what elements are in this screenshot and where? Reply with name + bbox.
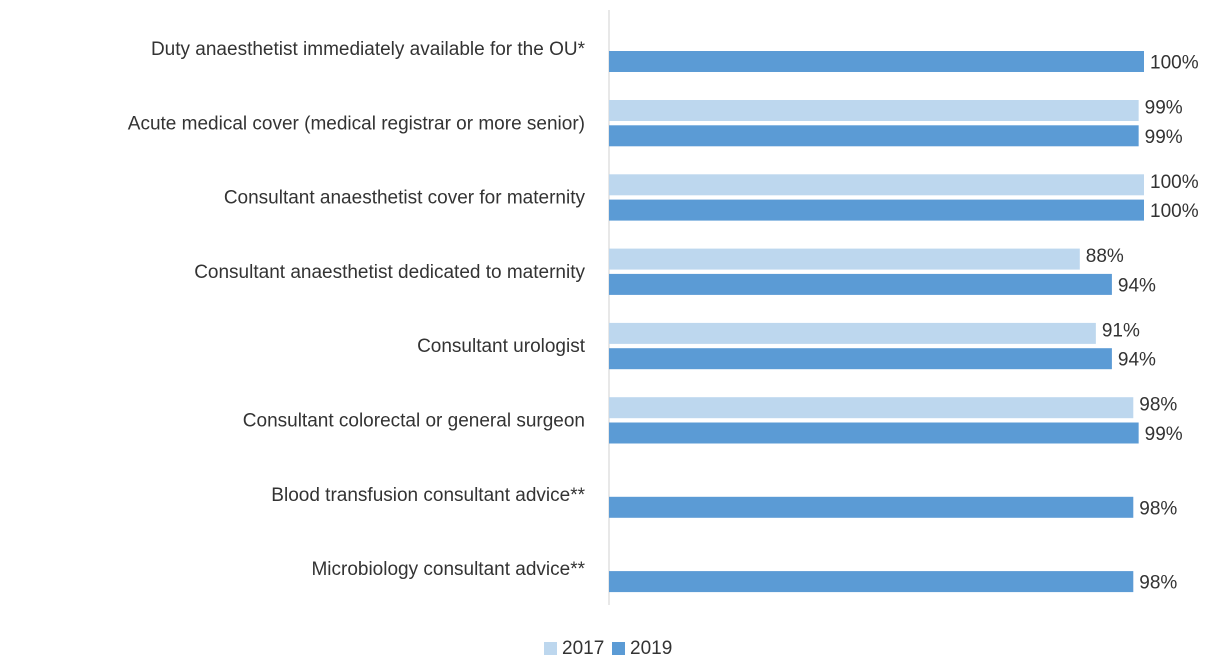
value-label: 100% xyxy=(1150,201,1199,222)
category-label: Consultant anaesthetist dedicated to mat… xyxy=(194,262,585,283)
value-label: 94% xyxy=(1118,350,1156,371)
value-label: 100% xyxy=(1150,172,1199,193)
legend-label: 2017 xyxy=(562,638,604,659)
value-label: 99% xyxy=(1145,424,1183,445)
bar xyxy=(609,397,1134,419)
category-label: Blood transfusion consultant advice** xyxy=(271,485,585,506)
bar xyxy=(609,273,1112,295)
category-label: Duty anaesthetist immediately available … xyxy=(151,39,586,60)
legend-swatch xyxy=(612,642,625,655)
bar xyxy=(609,199,1144,221)
value-label: 91% xyxy=(1102,320,1140,341)
bar xyxy=(609,174,1144,196)
category-label: Consultant anaesthetist cover for matern… xyxy=(224,188,586,209)
bar xyxy=(609,248,1080,270)
value-label: 99% xyxy=(1145,127,1183,148)
value-label: 88% xyxy=(1086,246,1124,267)
bar xyxy=(609,100,1139,121)
value-label: 98% xyxy=(1139,573,1177,594)
value-label: 98% xyxy=(1139,498,1177,519)
bar xyxy=(609,496,1134,518)
bar xyxy=(609,125,1139,147)
value-label: 99% xyxy=(1145,98,1183,119)
bar xyxy=(609,422,1139,444)
legend-swatch xyxy=(544,642,557,655)
value-label: 94% xyxy=(1118,275,1156,296)
bar xyxy=(609,51,1144,72)
category-label: Acute medical cover (medical registrar o… xyxy=(128,113,585,134)
value-label: 98% xyxy=(1139,395,1177,416)
bar xyxy=(609,348,1112,370)
category-label: Consultant colorectal or general surgeon xyxy=(243,411,585,432)
category-label: Microbiology consultant advice** xyxy=(311,559,585,580)
legend-label: 2019 xyxy=(630,638,672,659)
value-label: 100% xyxy=(1150,53,1199,74)
bar xyxy=(609,571,1134,593)
bar xyxy=(609,322,1096,344)
category-label: Consultant urologist xyxy=(417,336,586,357)
